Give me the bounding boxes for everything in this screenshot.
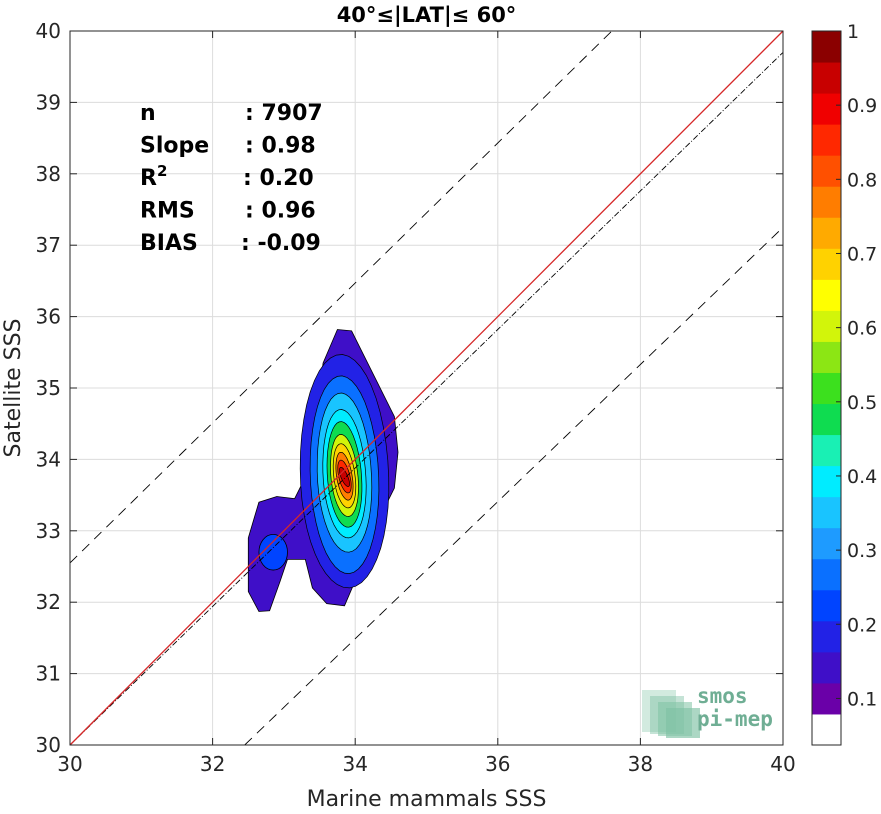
colorbar-frame <box>811 30 842 746</box>
grid <box>69 30 784 746</box>
identity-line <box>69 30 784 746</box>
x-tick-label: 30 <box>57 752 82 776</box>
stat-value: : 0.20 <box>243 166 314 191</box>
colorbar-tick-label: 0.9 <box>847 95 877 117</box>
x-tick-labels: 30 32 34 36 38 40 <box>57 752 795 776</box>
stat-label: Slope <box>140 134 209 159</box>
colorbar-segment <box>812 558 841 591</box>
stat-label: RMS <box>140 199 195 224</box>
colorbar-tick-label: 0.4 <box>847 466 877 488</box>
logo-text-line1: smos <box>697 684 748 708</box>
colorbar-segment <box>812 217 841 249</box>
stat-value: : 7907 <box>245 101 323 126</box>
colorbar-segment <box>812 31 841 63</box>
y-tick-label: 39 <box>36 90 61 114</box>
logo-wave <box>666 708 700 738</box>
colorbar-segment <box>812 620 841 653</box>
colorbar-segment <box>812 496 841 529</box>
stat-superscript: 2 <box>157 162 167 180</box>
colorbar-segment <box>812 527 841 560</box>
colorbar-segment <box>812 279 841 311</box>
colorbar-segment <box>812 434 841 467</box>
lower-bound-line <box>244 227 784 746</box>
y-axis-label: Satellite SSS <box>1 319 26 458</box>
y-tick-label: 37 <box>36 233 61 257</box>
x-tick-label: 40 <box>770 752 795 776</box>
colorbar-segment <box>812 93 841 125</box>
y-tick-label: 32 <box>36 590 61 614</box>
colorbar-segment <box>812 341 841 373</box>
chart-title: 40°≤|LAT|≤ 60° <box>337 3 517 28</box>
regression-line <box>69 52 784 746</box>
axes <box>69 30 784 746</box>
colorbar-tick-label: 1 <box>847 21 859 43</box>
stat-label: BIAS <box>140 231 198 256</box>
colorbar-segment <box>812 403 841 436</box>
x-tick-label: 34 <box>342 752 367 776</box>
colorbar-segment <box>812 62 841 94</box>
stat-value: : 0.96 <box>245 199 316 224</box>
colorbar-tick-label: 0.3 <box>847 540 877 562</box>
colorbar-segment <box>812 651 841 684</box>
stat-value: : -0.09 <box>241 231 321 256</box>
x-tick-label: 32 <box>200 752 225 776</box>
colorbar-segment <box>812 465 841 498</box>
colorbar-tick-label: 0.6 <box>847 318 877 340</box>
colorbar-tick-label: 0.1 <box>847 688 877 710</box>
y-tick-labels: 30 31 32 33 34 35 36 37 38 39 40 <box>36 19 61 757</box>
density-contours <box>247 329 399 612</box>
colorbar-segment <box>812 589 841 622</box>
y-tick-label: 40 <box>36 19 61 43</box>
x-tick-label: 38 <box>628 752 653 776</box>
y-tick-label: 33 <box>36 519 61 543</box>
y-tick-label: 36 <box>36 305 61 329</box>
y-tick-label: 30 <box>36 733 61 757</box>
colorbar: 0.1 0.2 0.3 0.4 0.5 0.6 0.7 0.8 0.9 1 <box>811 21 877 746</box>
colorbar-tick-label: 0.2 <box>847 614 877 636</box>
contour-secondary-peak <box>258 533 288 571</box>
x-axis-label: Marine mammals SSS <box>307 787 547 810</box>
colorbar-tick-label: 0.7 <box>847 243 877 265</box>
reference-lines <box>69 30 784 746</box>
stat-label: n <box>140 101 156 126</box>
colorbar-segment <box>812 310 841 342</box>
colorbar-segment <box>812 186 841 218</box>
colorbar-segment <box>812 155 841 187</box>
colorbar-tick-label: 0.8 <box>847 169 877 191</box>
colorbar-segment <box>812 372 841 405</box>
colorbar-segment <box>812 124 841 156</box>
y-tick-label: 34 <box>36 447 61 471</box>
y-tick-label: 38 <box>36 162 61 186</box>
colorbar-segment <box>812 713 841 746</box>
x-tick-label: 36 <box>485 752 510 776</box>
logo-text-line2: pi-mep <box>697 707 773 731</box>
colorbar-tick-label: 0.5 <box>847 392 877 414</box>
y-tick-label: 35 <box>36 376 61 400</box>
upper-bound-line <box>69 30 613 564</box>
stat-value: : 0.98 <box>245 134 316 159</box>
y-tick-label: 31 <box>36 662 61 686</box>
